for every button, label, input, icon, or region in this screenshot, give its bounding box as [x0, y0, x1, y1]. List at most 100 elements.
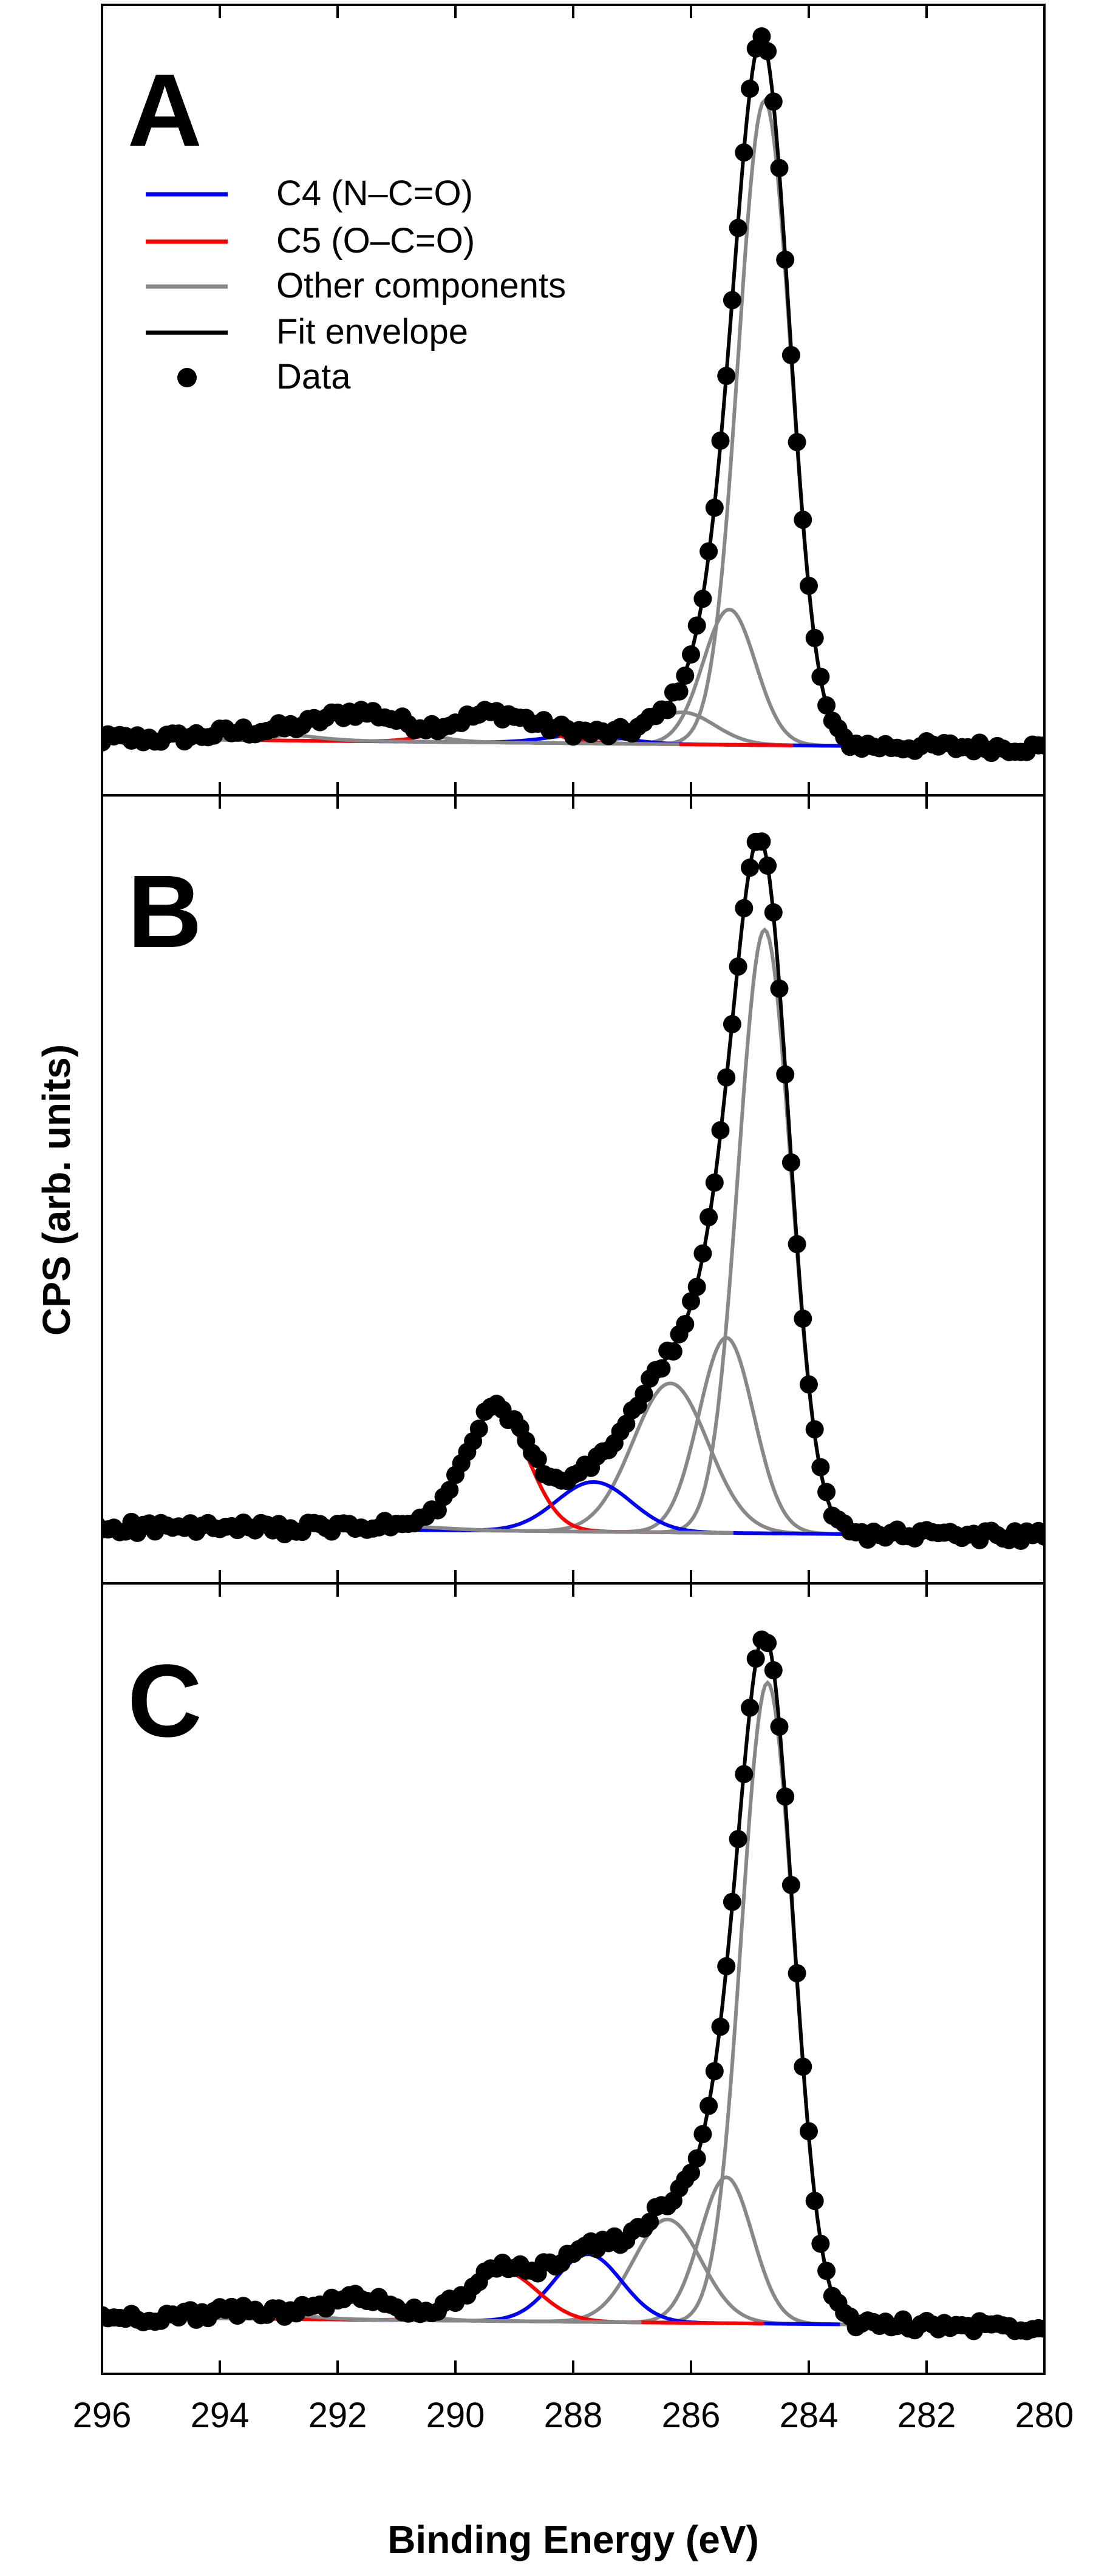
data-point [687, 1277, 706, 1296]
data-point [711, 2017, 730, 2036]
data-point [735, 899, 754, 917]
y-axis-label: CPS (arb. units) [35, 1044, 78, 1336]
data-point [711, 1121, 730, 1140]
data-point [741, 1698, 759, 1717]
data-point [729, 219, 747, 237]
x-tick-label: 292 [308, 2396, 367, 2435]
data-point [699, 1208, 718, 1226]
panel-a-data-points [102, 27, 1044, 763]
data-point [776, 250, 795, 269]
data-point [741, 858, 759, 877]
data-point [1035, 736, 1044, 755]
panel-b-plot [102, 832, 1044, 1550]
data-point [729, 1830, 747, 1849]
legend-dot-data [177, 368, 197, 387]
tick-layer [101, 5, 1046, 2374]
data-point [658, 701, 677, 719]
data-point [635, 1384, 653, 1403]
data-point [770, 1718, 789, 1736]
panel-c-data-points [102, 1630, 1044, 2340]
data-point [788, 1235, 806, 1254]
data-point [794, 1310, 812, 1328]
data-point [717, 367, 736, 386]
data-point [794, 2058, 812, 2076]
data-point [746, 1650, 765, 1668]
data-point [781, 345, 800, 364]
data-point [735, 143, 754, 162]
legend: C4 (N–C=O) C5 (O–C=O) Other components F… [146, 174, 566, 396]
x-tick-label: 286 [662, 2396, 721, 2435]
legend-label-other: Other components [276, 266, 566, 305]
data-point [817, 1483, 836, 1501]
data-point [1035, 1527, 1044, 1546]
x-tick-label: 290 [426, 2396, 485, 2435]
data-point [811, 2234, 830, 2253]
data-point [794, 511, 812, 529]
x-axis-label: Binding Energy (eV) [387, 2518, 759, 2561]
data-point [788, 1964, 806, 1983]
data-point [758, 856, 777, 875]
data-point [641, 2212, 659, 2231]
legend-label-c5: C5 (O–C=O) [276, 221, 475, 260]
data-point [664, 1342, 682, 1361]
data-point [764, 1661, 783, 1680]
data-point [800, 576, 818, 595]
data-point [717, 1068, 736, 1087]
data-point [687, 2149, 706, 2168]
x-tick-label: 282 [897, 2396, 956, 2435]
data-point [805, 628, 824, 647]
data-point [811, 667, 830, 686]
data-point [781, 1153, 800, 1172]
panel-label-a: A [128, 53, 202, 168]
data-point [528, 1450, 547, 1469]
data-point [699, 2096, 718, 2115]
data-point [711, 431, 730, 450]
x-tick-label: 294 [191, 2396, 250, 2435]
data-point [440, 1481, 459, 1500]
data-point [781, 1875, 800, 1894]
data-point [676, 666, 695, 685]
legend-label-envelope: Fit envelope [276, 312, 468, 352]
data-point [788, 433, 806, 452]
plot-layer [102, 27, 1044, 2340]
data-point [758, 1634, 777, 1653]
data-point [723, 1892, 741, 1911]
data-point [699, 542, 718, 561]
data-point [729, 957, 747, 976]
panel-label-b: B [128, 854, 202, 970]
data-point [693, 590, 712, 608]
data-point [693, 1244, 712, 1263]
data-point [770, 979, 789, 998]
data-point [758, 42, 777, 61]
data-point [776, 1787, 795, 1806]
data-point [764, 903, 783, 922]
data-point [752, 27, 771, 46]
data-point [687, 616, 706, 635]
x-tick-label: 296 [73, 2396, 132, 2435]
data-point [652, 1359, 671, 1378]
x-tick-label: 280 [1015, 2396, 1074, 2435]
data-point [800, 1375, 818, 1394]
data-point [811, 1458, 830, 1477]
panel-b-data-points [102, 832, 1044, 1550]
data-point [469, 1419, 488, 1438]
data-point [776, 1065, 795, 1084]
panel-a-plot [102, 27, 1044, 763]
data-point [617, 1415, 636, 1433]
data-point [1035, 2319, 1044, 2338]
data-point [741, 80, 759, 98]
data-point [805, 1420, 824, 1439]
data-point [705, 498, 724, 517]
data-point [800, 2122, 818, 2141]
data-point [764, 92, 783, 111]
data-point [735, 1765, 754, 1784]
data-point [682, 1292, 700, 1311]
data-point [770, 158, 789, 177]
data-point [752, 832, 771, 851]
panel-c-plot [102, 1630, 1044, 2340]
data-point [693, 2125, 712, 2144]
data-point [670, 682, 689, 701]
legend-label-data: Data [276, 357, 351, 396]
x-tick-label: 288 [544, 2396, 603, 2435]
